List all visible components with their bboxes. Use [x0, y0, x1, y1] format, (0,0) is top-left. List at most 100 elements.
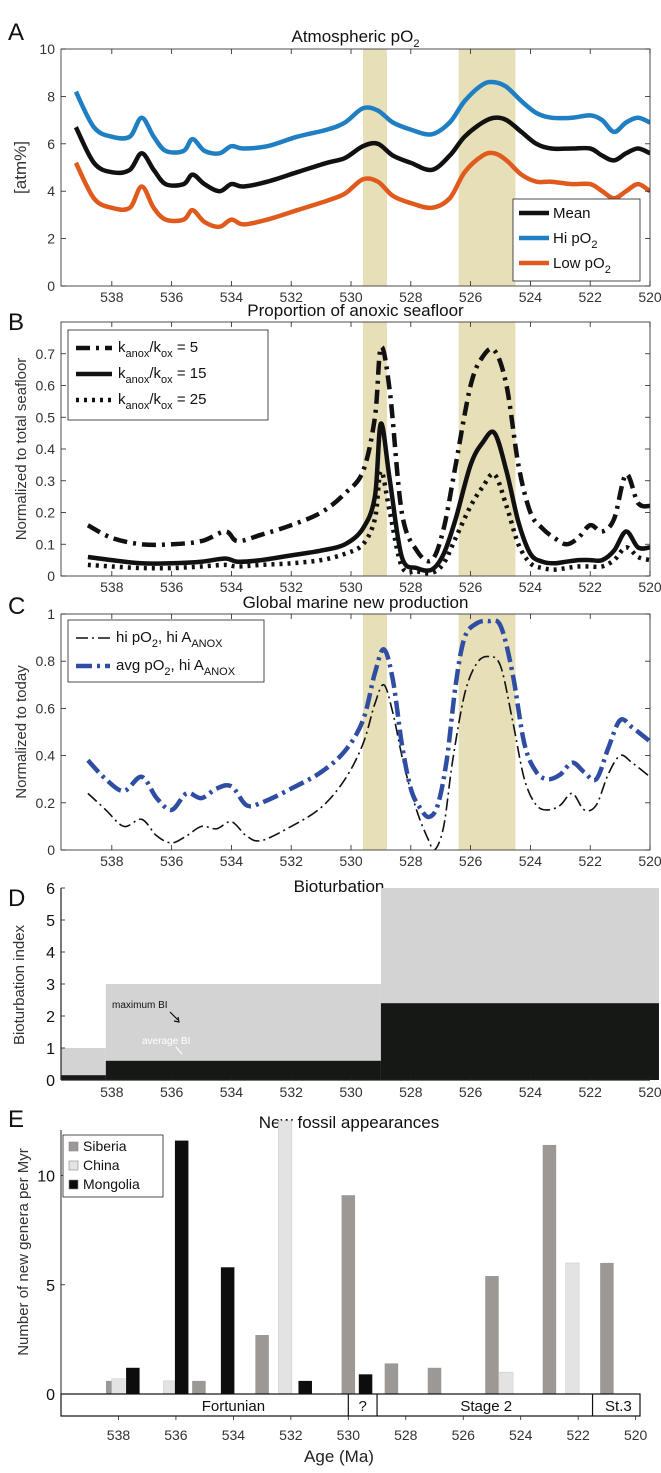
legend-mid: /k [149, 391, 161, 408]
legend-mid: , hi A [171, 657, 204, 674]
annotation-arrow-max [169, 1011, 179, 1021]
x-tick-label: 532 [279, 1427, 303, 1443]
panel-e-letter: E [8, 1106, 24, 1133]
legend-k: k [118, 391, 126, 408]
bar-siberia [255, 1335, 269, 1394]
y-tick-label: 0 [46, 1073, 55, 1090]
x-tick-label: 534 [220, 579, 244, 595]
x-tick-label: 532 [280, 1084, 304, 1100]
legend-k: k [118, 365, 126, 382]
legend-label-sub: 2 [591, 239, 597, 251]
series-line-avg_blue [86, 618, 650, 820]
x-tick-label: 524 [519, 289, 543, 305]
bar-china [499, 1371, 514, 1395]
y-tick-label: 0 [47, 278, 55, 294]
y-tick-label: 2 [46, 1009, 55, 1026]
y-tick-label: 0.7 [36, 346, 56, 362]
annotation-arrow-avg [175, 1046, 183, 1055]
panel-d-title: Bioturbation [294, 877, 385, 896]
legend-sub2: ox [161, 374, 173, 386]
panel-a-ylabel: [atm%] [11, 141, 30, 194]
x-tick-label: 538 [107, 1427, 131, 1443]
x-tick-label: 522 [579, 579, 603, 595]
legend-mid: , hi A [158, 629, 191, 646]
legend-k: k [118, 339, 126, 356]
x-tick-label: 530 [339, 853, 363, 869]
y-tick-label: 0 [47, 568, 55, 584]
series-line-k2 [87, 468, 650, 576]
x-axis-label: Age (Ma) [304, 1447, 374, 1466]
x-tick-label: 524 [509, 1427, 533, 1443]
x-tick-label: 534 [222, 1427, 246, 1443]
y-tick-label: 3 [46, 977, 55, 994]
y-tick-label: 5 [46, 913, 55, 930]
y-tick-label: 1 [46, 1041, 55, 1058]
avg-bi-step [61, 1075, 106, 1080]
legend-label: kanox/kox = 15 [118, 365, 206, 386]
legend-sub: 2 [164, 666, 170, 678]
x-tick-label: 524 [519, 853, 543, 869]
bar-china [565, 1262, 580, 1395]
legend-label: China [83, 1157, 120, 1173]
legend-label: Siberia [83, 1138, 127, 1154]
y-tick-label: 4 [47, 183, 55, 199]
x-tick-label: 530 [339, 289, 363, 305]
x-tick-label: 532 [280, 289, 304, 305]
panel-a-lines [73, 79, 650, 230]
event-band [458, 614, 516, 850]
y-tick-label: 0.6 [36, 700, 56, 716]
bar-mongolia [126, 1367, 140, 1394]
panel-c-title: Global marine new production [243, 593, 469, 612]
legend-swatch [68, 1160, 79, 1171]
annotation-avg-bi: average BI [142, 1036, 190, 1047]
legend-value: = 5 [173, 339, 198, 356]
x-tick-label: 528 [394, 1427, 418, 1443]
bar-china [163, 1380, 178, 1395]
panel-b-title: Proportion of anoxic seafloor [247, 301, 464, 320]
series-line-hi [73, 79, 650, 156]
x-tick-label: 538 [100, 289, 124, 305]
y-tick-label: 6 [46, 881, 55, 898]
legend-sub2: ox [161, 400, 173, 412]
x-tick-label: 530 [337, 1427, 361, 1443]
y-tick-label: 4 [46, 945, 55, 962]
x-tick-label: 538 [100, 1084, 124, 1100]
y-tick-label: 0.4 [36, 441, 56, 457]
y-tick-label: 0.6 [36, 378, 56, 394]
legend-label-main: Mean [553, 205, 591, 222]
x-tick-label: 526 [459, 579, 483, 595]
event-band [362, 49, 387, 286]
legend-main: hi pO [116, 629, 152, 646]
y-tick-label: 0.2 [36, 795, 56, 811]
y-tick-label: 0 [46, 1387, 55, 1404]
x-tick-label: 520 [638, 853, 661, 869]
legend-label-main: Hi pO [553, 230, 591, 247]
legend-sub2: ANOX [204, 666, 236, 678]
series-line-mean [87, 655, 650, 850]
panel-c-ylabel: Normalized to today [13, 665, 30, 799]
bar-siberia [427, 1367, 442, 1394]
avg-bi-step [105, 1060, 381, 1080]
y-tick-label: 0 [47, 842, 55, 858]
panel-b: Proportion of anoxic seafloor Normalized … [13, 301, 661, 595]
x-tick-label: 536 [160, 289, 184, 305]
x-tick-label: 528 [399, 853, 423, 869]
panel-c: Global marine new production Normalized t… [13, 593, 661, 869]
y-tick-label: 5 [46, 1278, 55, 1295]
x-tick-label: 520 [638, 1084, 661, 1100]
panel-c-lines [86, 618, 650, 850]
legend-sub: anox [126, 348, 150, 360]
x-tick-label: 520 [624, 1427, 648, 1443]
panel-b-ylabel: Normalized to total seafloor [13, 358, 30, 541]
panel-a-letter: A [8, 19, 24, 46]
legend-mid: /k [149, 339, 161, 356]
panel-e-ylabel: Number of new genera per Myr [15, 1148, 32, 1356]
x-tick-label: 528 [399, 289, 423, 305]
legend-value: = 25 [173, 391, 207, 408]
panel-e-title: New fossil appearances [259, 1113, 439, 1132]
legend-sub: anox [126, 400, 150, 412]
bar-mongolia [298, 1380, 312, 1394]
x-tick-label: 536 [164, 1427, 188, 1443]
y-tick-label: 6 [47, 136, 55, 152]
legend-sub: anox [126, 374, 150, 386]
